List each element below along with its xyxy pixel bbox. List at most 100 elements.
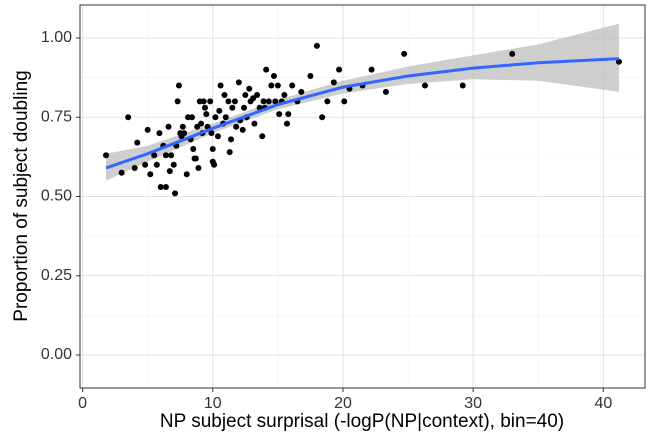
data-point	[259, 133, 266, 140]
data-point	[239, 126, 246, 133]
data-point	[198, 120, 205, 127]
data-point	[231, 98, 238, 105]
data-point	[134, 139, 141, 146]
data-point	[151, 152, 158, 159]
data-point	[307, 73, 314, 80]
plot-layer	[103, 23, 622, 197]
data-point	[103, 152, 110, 159]
data-point	[174, 98, 181, 105]
y-tick-label: 0.00	[41, 346, 72, 363]
data-point	[263, 66, 270, 73]
data-point	[217, 82, 224, 89]
x-tick-label: 40	[594, 395, 612, 412]
data-point	[228, 136, 235, 143]
data-point	[226, 149, 233, 156]
data-point	[509, 50, 516, 57]
data-point	[162, 183, 169, 190]
y-axis-title: Proportion of subject doubling	[11, 70, 32, 321]
data-point	[209, 145, 216, 152]
y-tick-label: 0.50	[41, 188, 72, 205]
data-point	[265, 98, 272, 105]
data-point	[153, 161, 160, 168]
data-point	[190, 145, 197, 152]
data-point	[459, 82, 466, 89]
data-point	[251, 120, 258, 127]
data-point	[281, 92, 288, 99]
data-point	[225, 98, 232, 105]
data-point	[170, 161, 177, 168]
data-point	[216, 107, 223, 114]
data-point	[319, 114, 326, 121]
data-point	[298, 88, 305, 95]
data-point	[283, 120, 290, 127]
data-point	[222, 114, 229, 121]
data-point	[401, 50, 408, 57]
smooth-line	[105, 57, 620, 170]
data-point	[421, 82, 428, 89]
data-point	[330, 79, 337, 86]
data-point	[336, 66, 343, 73]
data-point	[168, 152, 175, 159]
data-point	[192, 155, 199, 162]
data-point	[144, 126, 151, 133]
data-point	[181, 130, 188, 137]
y-tick-label: 0.75	[41, 108, 72, 125]
data-point	[212, 114, 219, 121]
data-point	[131, 164, 138, 171]
data-point	[615, 58, 622, 65]
data-point	[207, 98, 214, 105]
data-point	[229, 104, 236, 111]
y-tick-label: 1.00	[41, 29, 72, 46]
data-point	[147, 171, 154, 178]
data-point	[179, 123, 186, 130]
x-tick-label: 0	[78, 395, 87, 412]
data-point	[208, 130, 215, 137]
data-point	[195, 164, 202, 171]
data-point	[214, 133, 221, 140]
data-point	[341, 98, 348, 105]
data-point	[175, 82, 182, 89]
data-point	[285, 111, 292, 118]
data-point	[246, 85, 253, 92]
data-point	[276, 111, 283, 118]
data-point	[368, 66, 375, 73]
data-point	[142, 161, 149, 168]
data-point	[156, 130, 163, 137]
data-point	[324, 98, 331, 105]
data-point	[272, 98, 279, 105]
data-point	[260, 98, 267, 105]
data-point	[211, 161, 218, 168]
data-point	[183, 171, 190, 178]
data-point	[125, 114, 132, 121]
x-tick-label: 20	[334, 395, 352, 412]
data-point	[254, 92, 261, 99]
data-point	[242, 92, 249, 99]
data-point	[241, 104, 248, 111]
data-point	[233, 123, 240, 130]
data-point	[200, 98, 207, 105]
grid	[80, 5, 645, 388]
data-point	[165, 123, 172, 130]
data-point	[203, 111, 210, 118]
data-point	[118, 169, 125, 176]
data-point	[162, 152, 169, 159]
data-point	[235, 79, 242, 86]
data-point	[157, 183, 164, 190]
x-tick-label: 10	[204, 395, 222, 412]
data-point	[270, 73, 277, 80]
x-tick-label: 30	[464, 395, 482, 412]
data-point	[166, 168, 173, 175]
data-point	[221, 92, 228, 99]
data-point	[289, 82, 296, 89]
data-point	[313, 42, 320, 49]
data-point	[201, 104, 208, 111]
data-point	[274, 82, 281, 89]
data-point	[268, 82, 275, 89]
data-point	[172, 190, 179, 197]
confidence-band	[106, 23, 619, 181]
data-point	[382, 88, 389, 95]
data-point	[188, 114, 195, 121]
y-tick-label: 0.25	[41, 267, 72, 284]
x-axis-title: NP subject surprisal (-logP(NP|context),…	[160, 411, 564, 432]
